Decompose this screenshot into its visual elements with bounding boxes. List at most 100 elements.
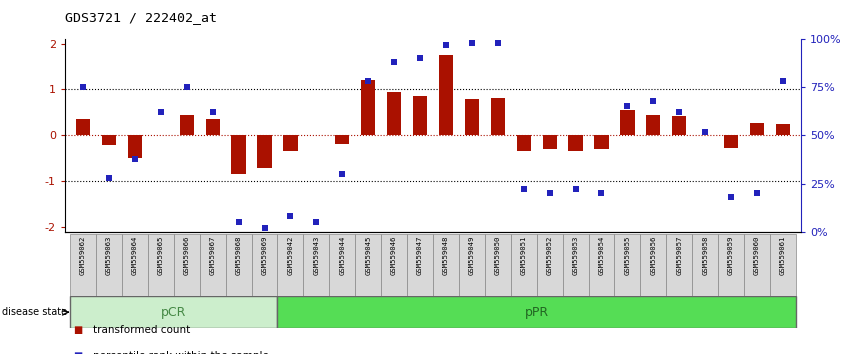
Bar — [231, 135, 246, 175]
Text: GSM559044: GSM559044 — [339, 235, 346, 275]
Point — [335, 171, 349, 177]
Text: percentile rank within the sample: percentile rank within the sample — [93, 352, 268, 354]
Text: GSM559065: GSM559065 — [158, 235, 164, 275]
Text: GDS3721 / 222402_at: GDS3721 / 222402_at — [65, 11, 217, 24]
Bar — [200, 234, 226, 296]
Text: GSM559047: GSM559047 — [417, 235, 423, 275]
Point — [543, 190, 557, 196]
Bar — [148, 234, 174, 296]
Bar — [744, 234, 770, 296]
Point — [776, 79, 790, 84]
Text: GSM559048: GSM559048 — [443, 235, 449, 275]
Bar — [179, 115, 194, 135]
Point — [465, 40, 479, 46]
Point — [283, 213, 297, 219]
Bar — [537, 234, 563, 296]
Bar — [122, 234, 148, 296]
Point — [698, 129, 712, 135]
Bar — [459, 234, 485, 296]
Point — [232, 219, 246, 225]
Bar — [692, 234, 718, 296]
Text: GSM559054: GSM559054 — [598, 235, 604, 275]
Bar — [620, 110, 635, 135]
Bar — [511, 234, 537, 296]
Text: GSM559060: GSM559060 — [754, 235, 760, 275]
Bar — [517, 135, 531, 152]
Bar — [277, 296, 796, 328]
Bar — [439, 55, 453, 135]
Point — [439, 42, 453, 47]
Bar — [361, 80, 375, 135]
Bar — [70, 234, 96, 296]
Bar — [251, 234, 277, 296]
Bar — [433, 234, 459, 296]
Point — [102, 175, 116, 181]
Bar — [226, 234, 251, 296]
Point — [387, 59, 401, 65]
Bar — [776, 124, 790, 135]
Bar — [283, 135, 298, 152]
Bar — [718, 234, 744, 296]
Bar — [750, 122, 764, 135]
Text: GSM559058: GSM559058 — [702, 235, 708, 275]
Point — [646, 98, 660, 103]
Bar — [76, 119, 90, 135]
Bar — [303, 234, 329, 296]
Bar — [387, 92, 401, 135]
Bar — [329, 234, 355, 296]
Text: GSM559063: GSM559063 — [106, 235, 112, 275]
Bar — [413, 96, 427, 135]
Text: disease state: disease state — [2, 307, 67, 317]
Text: GSM559068: GSM559068 — [236, 235, 242, 275]
Point — [595, 190, 609, 196]
Text: GSM559053: GSM559053 — [572, 235, 578, 275]
Text: GSM559067: GSM559067 — [210, 235, 216, 275]
Point — [672, 109, 686, 115]
Bar — [205, 119, 220, 135]
Bar — [128, 135, 142, 158]
Bar — [666, 234, 692, 296]
Bar — [96, 234, 122, 296]
Point — [309, 219, 323, 225]
Bar — [407, 234, 433, 296]
Text: GSM559050: GSM559050 — [494, 235, 501, 275]
Point — [569, 187, 583, 192]
Text: transformed count: transformed count — [93, 325, 190, 335]
Text: GSM559066: GSM559066 — [184, 235, 190, 275]
Text: pPR: pPR — [525, 306, 549, 319]
Bar — [724, 135, 738, 148]
Bar — [355, 234, 381, 296]
Text: ■: ■ — [74, 352, 83, 354]
Bar — [594, 135, 609, 149]
Text: GSM559051: GSM559051 — [520, 235, 527, 275]
Point — [517, 187, 531, 192]
Point — [154, 109, 168, 115]
Text: GSM559043: GSM559043 — [313, 235, 320, 275]
Bar — [102, 135, 116, 144]
Bar — [335, 135, 349, 144]
Bar — [257, 135, 272, 167]
Bar — [563, 234, 589, 296]
Bar — [174, 234, 200, 296]
Bar — [615, 234, 640, 296]
Bar — [542, 135, 557, 149]
Bar — [381, 234, 407, 296]
Bar — [646, 115, 661, 135]
Text: GSM559052: GSM559052 — [546, 235, 553, 275]
Text: pCR: pCR — [161, 306, 186, 319]
Bar — [672, 116, 687, 135]
Point — [128, 156, 142, 161]
Text: GSM559056: GSM559056 — [650, 235, 656, 275]
Point — [257, 225, 271, 231]
Point — [361, 79, 375, 84]
Text: GSM559046: GSM559046 — [391, 235, 397, 275]
Bar — [770, 234, 796, 296]
Bar — [485, 234, 511, 296]
Point — [491, 40, 505, 46]
Point — [76, 84, 90, 90]
Point — [206, 109, 220, 115]
Point — [620, 104, 634, 109]
Bar — [491, 98, 505, 135]
Point — [750, 190, 764, 196]
Bar — [465, 99, 479, 135]
